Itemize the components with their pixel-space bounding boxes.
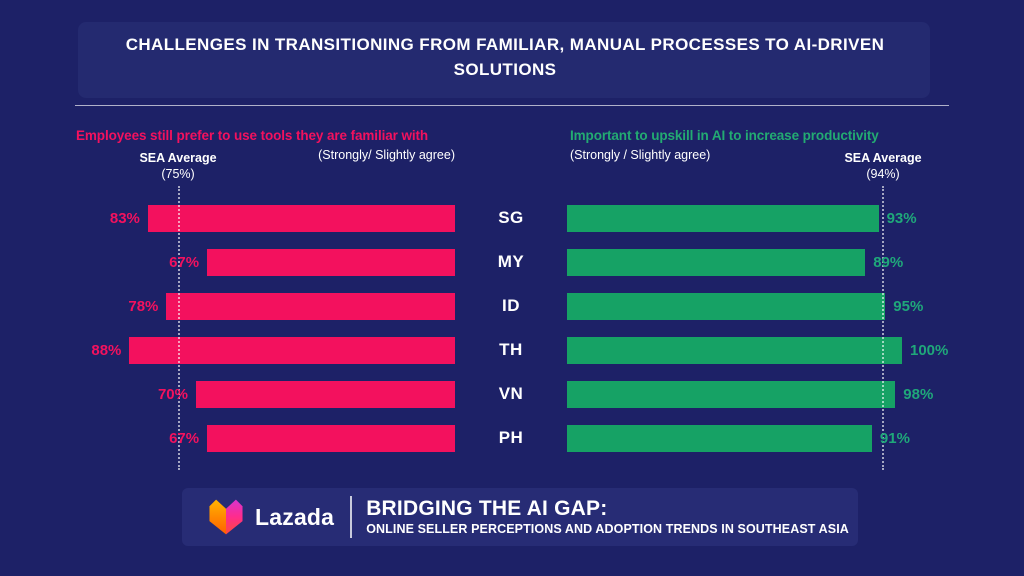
right-bar-value-label: 95% — [893, 297, 924, 315]
footer-title: BRIDGING THE AI GAP: — [366, 497, 608, 520]
right-bar-value-label: 91% — [879, 429, 910, 447]
right-bar-row: 91% — [567, 416, 967, 460]
footer-subtitle: ONLINE SELLER PERCEPTIONS AND ADOPTION T… — [366, 522, 849, 536]
left-bar-value-label: 70% — [157, 385, 188, 403]
header-divider — [75, 105, 949, 106]
right-chart-heading: Important to upskill in AI to increase p… — [570, 128, 879, 143]
left-bar — [147, 204, 455, 232]
country-label-ph: PH — [498, 428, 524, 447]
left-chart-heading: Employees still prefer to use tools they… — [76, 128, 429, 143]
right-bar-row: 100% — [567, 328, 967, 372]
right-sea-average-reference-line — [881, 186, 884, 470]
country-label-my: MY — [497, 252, 525, 271]
right-bar-row: 89% — [567, 240, 967, 284]
lazada-logo-icon — [209, 499, 243, 535]
right-bar — [567, 292, 886, 320]
right-bar-value-label: 93% — [886, 209, 917, 227]
country-labels-column: SG MY ID TH VN PH — [478, 196, 544, 460]
right-bar-row: 93% — [567, 196, 967, 240]
country-label-sg: SG — [498, 208, 524, 227]
left-bar-row: 83% — [60, 196, 455, 240]
footer-divider — [350, 496, 353, 538]
right-bar-row: 98% — [567, 372, 967, 416]
left-bar-row: 67% — [60, 416, 455, 460]
left-sea-average-label: SEA Average — [139, 151, 217, 165]
right-bar-value-label: 100% — [910, 341, 949, 359]
right-sea-average-label: SEA Average — [844, 151, 922, 165]
left-bar — [166, 292, 455, 320]
country-label-id: ID — [502, 296, 520, 315]
country-label-th: TH — [499, 340, 523, 359]
right-bar-row: 95% — [567, 284, 967, 328]
left-bar-value-label: 67% — [169, 253, 200, 271]
right-bar — [567, 424, 872, 452]
right-bar-chart: 93% 89% 95% 100% 98% 91% — [567, 196, 967, 460]
right-bar — [567, 380, 896, 408]
left-bar-row: 78% — [60, 284, 455, 328]
left-bar-chart: 83% 67% 78% 88% 70% 67% — [60, 196, 455, 460]
country-label-vn: VN — [498, 384, 524, 403]
left-sea-average-reference-line — [177, 186, 180, 470]
right-sea-average-value: (94%) — [866, 167, 900, 181]
title-panel — [78, 22, 930, 98]
right-bar — [567, 204, 879, 232]
left-bar-row: 67% — [60, 240, 455, 284]
left-chart-subheading: (Strongly/ Slightly agree) — [318, 148, 455, 162]
right-bar — [567, 248, 866, 276]
left-bar-value-label: 67% — [169, 429, 200, 447]
right-bar-value-label: 89% — [873, 253, 904, 271]
left-sea-average-value: (75%) — [161, 167, 195, 181]
brand-block: Lazada — [206, 498, 334, 536]
left-sea-average: SEA Average (75%) — [118, 150, 238, 182]
right-bar-value-label: 98% — [903, 385, 934, 403]
left-bar-row: 70% — [60, 372, 455, 416]
left-bar — [196, 380, 455, 408]
left-bar-value-label: 88% — [91, 341, 122, 359]
left-bar-row: 88% — [60, 328, 455, 372]
right-sea-average: SEA Average (94%) — [823, 150, 943, 182]
brand-name: Lazada — [255, 503, 335, 530]
left-bar — [207, 424, 455, 452]
left-bar — [207, 248, 455, 276]
page-title: CHALLENGES IN TRANSITIONING FROM FAMILIA… — [125, 35, 885, 79]
right-chart-subheading: (Strongly / Slightly agree) — [570, 148, 711, 162]
right-bar — [567, 336, 902, 364]
footer-banner: Lazada BRIDGING THE AI GAP: ONLINE SELLE… — [182, 488, 858, 546]
left-bar-value-label: 78% — [128, 297, 159, 315]
footer-text-block: BRIDGING THE AI GAP: ONLINE SELLER PERCE… — [366, 497, 849, 537]
left-bar-value-label: 83% — [109, 209, 140, 227]
left-bar — [129, 336, 455, 364]
